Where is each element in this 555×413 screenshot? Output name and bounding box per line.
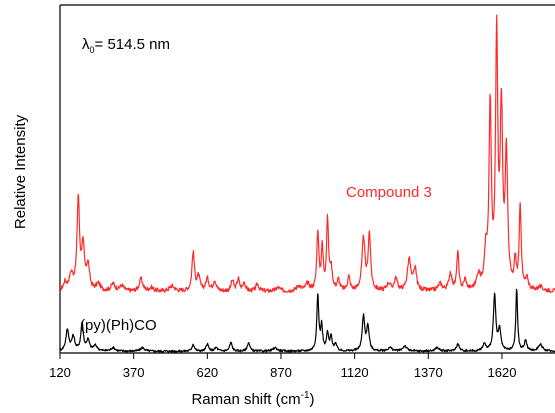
x-tick-label-1370: 1370 [414, 365, 443, 380]
x-tick-label-1120: 1120 [341, 365, 369, 380]
x-tick-label-120: 120 [49, 365, 71, 380]
x-axis-ticks: 120 370 620 870 1120 1370 1620 [49, 353, 516, 380]
lambda-subscript: 0 [90, 45, 95, 55]
x-tick-label-620: 620 [196, 365, 218, 380]
x-tick-label-1620: 1620 [488, 365, 517, 380]
y-axis-title: Relative Intensity [12, 114, 29, 229]
wavelength-annotation: λ0= 514.5 nm [82, 36, 170, 55]
py-ph-co-label: (py)(Ph)CO [80, 317, 157, 334]
x-tick-label-870: 870 [270, 365, 292, 380]
py-ph-co-spectrum-line [59, 288, 555, 353]
wavelength-value: = 514.5 nm [95, 36, 170, 53]
series-layer [59, 14, 555, 353]
x-axis-title-superscript: -1 [301, 390, 310, 401]
compound-3-spectrum-line [59, 14, 555, 293]
x-tick-label-370: 370 [123, 365, 145, 380]
compound-3-label: Compound 3 [346, 184, 432, 201]
x-axis-title-main: Raman shift (cm [191, 391, 300, 408]
x-axis-title-end: ) [310, 391, 315, 408]
lambda-symbol: λ [82, 36, 90, 53]
x-axis-title: Raman shift (cm-1) [191, 390, 314, 408]
